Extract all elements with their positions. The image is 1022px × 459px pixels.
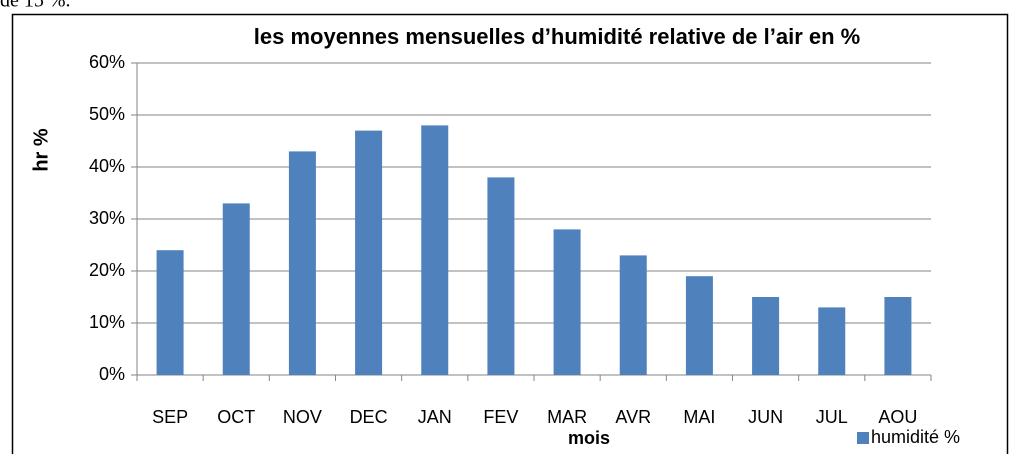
bar xyxy=(156,250,184,375)
y-tick-label: 50% xyxy=(89,104,125,124)
bar xyxy=(685,276,713,375)
x-axis-title: mois xyxy=(568,428,610,448)
bar xyxy=(222,203,250,375)
bar xyxy=(553,229,581,375)
bar xyxy=(619,255,647,375)
text-above: de 15 %. xyxy=(0,0,71,12)
y-tick-label: 60% xyxy=(89,52,125,72)
x-tick-label: JUL xyxy=(816,407,848,427)
y-tick-label: 30% xyxy=(89,208,125,228)
bar xyxy=(288,151,316,375)
x-tick-label: FEV xyxy=(483,407,518,427)
bar xyxy=(421,125,449,376)
y-axis-title: hr % xyxy=(30,128,52,172)
bar xyxy=(818,307,846,375)
x-tick-label: SEP xyxy=(152,407,188,427)
bar xyxy=(355,130,383,375)
x-tick-label: DEC xyxy=(350,407,388,427)
y-tick-label: 10% xyxy=(89,312,125,332)
x-tick-label: MAR xyxy=(547,407,587,427)
y-tick-label: 20% xyxy=(89,260,125,280)
x-tick-label: JUN xyxy=(748,407,783,427)
chart-title: les moyennes mensuelles d’humidité relat… xyxy=(254,24,860,49)
x-tick-label: OCT xyxy=(217,407,255,427)
x-tick-label: AOU xyxy=(878,407,917,427)
legend-swatch xyxy=(857,432,869,444)
x-tick-label: JAN xyxy=(418,407,452,427)
y-tick-label: 0% xyxy=(99,364,125,384)
legend-label: humidité % xyxy=(871,427,960,447)
x-tick-label: NOV xyxy=(283,407,322,427)
y-tick-label: 40% xyxy=(89,156,125,176)
bar xyxy=(884,297,912,375)
bar xyxy=(487,177,515,375)
x-tick-label: MAI xyxy=(683,407,715,427)
bar xyxy=(752,297,780,375)
x-tick-label: AVR xyxy=(615,407,651,427)
